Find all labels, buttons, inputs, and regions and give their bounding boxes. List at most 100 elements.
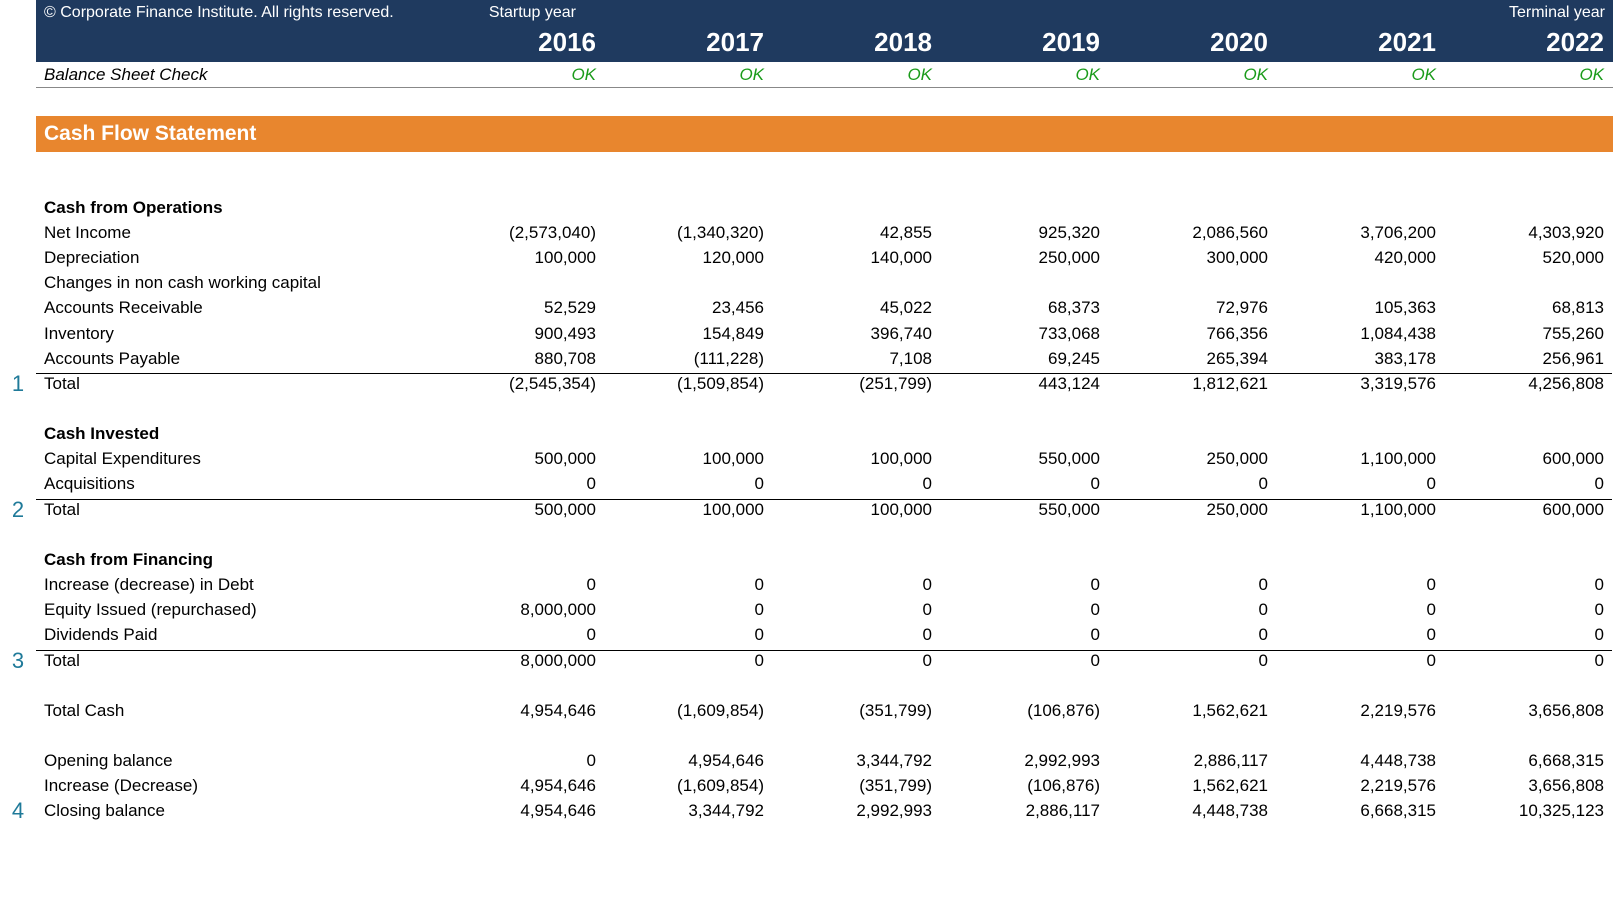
- row-label: Increase (decrease) in Debt: [36, 575, 436, 595]
- cell-value: 250,000: [1108, 449, 1276, 469]
- row-label: Dividends Paid: [36, 625, 436, 645]
- cell-value: 4,954,646: [436, 701, 604, 721]
- cell-value: 0: [604, 474, 772, 494]
- cell-value: 72,976: [1108, 298, 1276, 318]
- startup-year-label: Startup year: [436, 4, 576, 22]
- group-heading: Cash from Financing: [0, 547, 1613, 572]
- cell-value: 68,813: [1444, 298, 1612, 318]
- cell-value: (106,876): [940, 701, 1108, 721]
- cell-value: 0: [772, 650, 940, 671]
- row-label: Changes in non cash working capital: [36, 273, 436, 293]
- row-label: Acquisitions: [36, 474, 436, 494]
- line-item: Depreciation100,000120,000140,000250,000…: [0, 245, 1613, 270]
- balance-check-val: OK: [1444, 65, 1612, 85]
- cell-value: 1,562,621: [1108, 776, 1276, 796]
- cell-value: 6,668,315: [1444, 751, 1612, 771]
- group-total: 3Total8,000,000000000: [0, 648, 1613, 673]
- cell-value: (2,573,040): [436, 223, 604, 243]
- cell-value: 2,219,576: [1276, 701, 1444, 721]
- terminal-year-label: Terminal year: [1509, 4, 1605, 22]
- group-total: 2Total500,000100,000100,000550,000250,00…: [0, 497, 1613, 522]
- row-label: Depreciation: [36, 248, 436, 268]
- row-label: Opening balance: [36, 751, 436, 771]
- row-label: Total: [36, 499, 436, 520]
- cell-value: 2,886,117: [1108, 751, 1276, 771]
- cell-value: 140,000: [772, 248, 940, 268]
- cell-value: 4,448,738: [1108, 801, 1276, 821]
- cell-value: 550,000: [940, 499, 1108, 520]
- cell-value: 4,954,646: [604, 751, 772, 771]
- cell-value: 105,363: [1276, 298, 1444, 318]
- cell-value: 2,992,993: [772, 801, 940, 821]
- cell-value: 3,344,792: [772, 751, 940, 771]
- cell-value: (1,609,854): [604, 776, 772, 796]
- cell-value: 550,000: [940, 449, 1108, 469]
- year-2020: 2020: [1108, 27, 1276, 58]
- opening-balance-row: Opening balance04,954,6463,344,7922,992,…: [0, 748, 1613, 773]
- cell-value: 1,084,438: [1276, 324, 1444, 344]
- cell-value: 0: [1444, 625, 1612, 645]
- cell-value: 1,100,000: [1276, 449, 1444, 469]
- year-row: 2016 2017 2018 2019 2020 2021 2022: [36, 27, 1613, 58]
- row-label: Increase (Decrease): [36, 776, 436, 796]
- balance-check-val: OK: [1108, 65, 1276, 85]
- cell-value: 100,000: [772, 499, 940, 520]
- year-2017: 2017: [604, 27, 772, 58]
- cell-value: 154,849: [604, 324, 772, 344]
- line-item: Accounts Receivable52,52923,45645,02268,…: [0, 296, 1613, 321]
- cell-value: 0: [436, 474, 604, 494]
- cell-value: 0: [1444, 600, 1612, 620]
- year-2019: 2019: [940, 27, 1108, 58]
- cell-value: (111,228): [604, 349, 772, 369]
- cell-value: 500,000: [436, 449, 604, 469]
- cell-value: 8,000,000: [436, 650, 604, 671]
- row-label: Cash from Operations: [36, 198, 436, 218]
- cell-value: 0: [604, 650, 772, 671]
- cell-value: 6,668,315: [1276, 801, 1444, 821]
- cell-value: 0: [1108, 575, 1276, 595]
- cell-value: 396,740: [772, 324, 940, 344]
- cell-value: 100,000: [604, 449, 772, 469]
- year-2022: 2022: [1444, 27, 1612, 58]
- cell-value: 2,886,117: [940, 801, 1108, 821]
- cell-value: 2,086,560: [1108, 223, 1276, 243]
- row-marker: 4: [0, 798, 36, 824]
- cell-value: 68,373: [940, 298, 1108, 318]
- spacer-row: [0, 397, 1613, 422]
- row-label: Total: [36, 373, 436, 394]
- row-marker: 2: [0, 497, 36, 523]
- header-band: © Corporate Finance Institute. All right…: [36, 0, 1613, 62]
- cell-value: 4,303,920: [1444, 223, 1612, 243]
- cell-value: 2,992,993: [940, 751, 1108, 771]
- cell-value: 520,000: [1444, 248, 1612, 268]
- cell-value: 3,344,792: [604, 801, 772, 821]
- cell-value: 0: [772, 474, 940, 494]
- cell-value: 1,100,000: [1276, 499, 1444, 520]
- cell-value: (1,340,320): [604, 223, 772, 243]
- balance-check-val: OK: [436, 65, 604, 85]
- cell-value: 0: [772, 575, 940, 595]
- cell-value: 120,000: [604, 248, 772, 268]
- cell-value: 265,394: [1108, 349, 1276, 369]
- cell-value: 3,656,808: [1444, 776, 1612, 796]
- line-item: Accounts Payable880,708(111,228)7,10869,…: [0, 346, 1613, 371]
- cell-value: 52,529: [436, 298, 604, 318]
- row-marker: 1: [0, 371, 36, 397]
- spacer-row: [0, 170, 1613, 195]
- cell-value: 23,456: [604, 298, 772, 318]
- line-item: Net Income(2,573,040)(1,340,320)42,85592…: [0, 220, 1613, 245]
- cell-value: 100,000: [436, 248, 604, 268]
- cell-value: 925,320: [940, 223, 1108, 243]
- cell-value: 0: [604, 600, 772, 620]
- year-2016: 2016: [436, 27, 604, 58]
- cell-value: 0: [1276, 575, 1444, 595]
- spacer-row: [0, 673, 1613, 698]
- cell-value: 42,855: [772, 223, 940, 243]
- cell-value: (1,509,854): [604, 373, 772, 394]
- balance-check-label: Balance Sheet Check: [36, 65, 436, 85]
- cell-value: 766,356: [1108, 324, 1276, 344]
- line-item: Increase (decrease) in Debt0000000: [0, 572, 1613, 597]
- cell-value: 0: [1444, 575, 1612, 595]
- cell-value: 383,178: [1276, 349, 1444, 369]
- data-area: Cash from OperationsNet Income(2,573,040…: [0, 170, 1613, 824]
